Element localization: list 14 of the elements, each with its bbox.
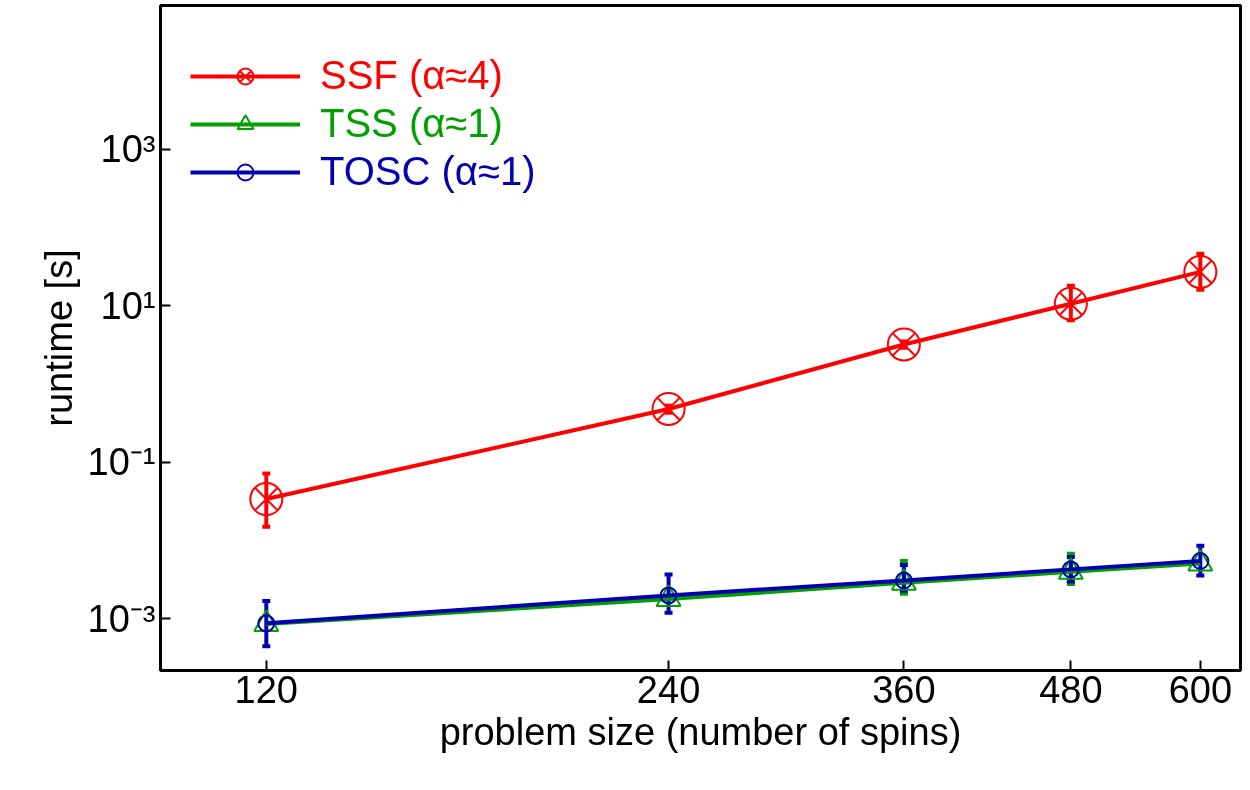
y-tick-label: 10⁻³ (87, 597, 156, 640)
x-tick-label: 120 (234, 668, 299, 711)
y-tick-label: 10⁻¹ (87, 441, 156, 484)
x-axis-title: problem size (number of spins) (439, 710, 962, 753)
y-axis-title: runtime [s] (37, 249, 80, 427)
legend-label: TOSC (α≈1) (320, 149, 536, 194)
x-tick-label: 600 (1168, 668, 1233, 711)
x-tick-label: 480 (1039, 668, 1103, 711)
x-tick-label: 240 (636, 668, 701, 711)
legend-label: TSS (α≈1) (320, 101, 503, 146)
x-tick-label: 360 (872, 668, 936, 711)
y-tick-label: 10¹ (100, 284, 156, 327)
legend-label: SSF (α≈4) (320, 53, 503, 98)
y-tick-label: 10³ (100, 128, 156, 171)
